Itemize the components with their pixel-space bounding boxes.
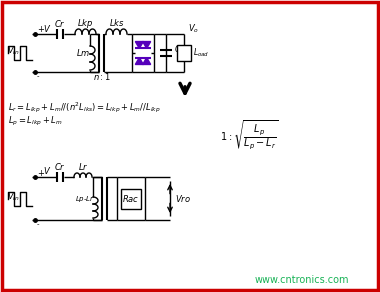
Text: $C_{out}$: $C_{out}$ (174, 44, 190, 56)
Text: +: + (37, 25, 44, 34)
Text: $Lm$: $Lm$ (76, 48, 90, 58)
Polygon shape (142, 58, 150, 65)
Text: $Cr$: $Cr$ (54, 18, 66, 29)
Text: $V$: $V$ (43, 22, 51, 34)
Text: $Rac$: $Rac$ (122, 193, 140, 204)
Text: $L_p = L_{lkp} + L_m$: $L_p = L_{lkp} + L_m$ (8, 114, 63, 128)
Text: $Vro$: $Vro$ (175, 193, 191, 204)
Text: $1:\sqrt{\dfrac{L_p}{L_p-L_r}}$: $1:\sqrt{\dfrac{L_p}{L_p-L_r}}$ (220, 118, 279, 152)
Polygon shape (135, 58, 143, 65)
Text: $Lp$-$Lr$: $Lp$-$Lr$ (75, 194, 95, 204)
Text: $n:1$: $n:1$ (93, 71, 111, 82)
Text: -: - (37, 73, 40, 79)
Text: $V$: $V$ (43, 166, 51, 176)
Text: $V_{in}$: $V_{in}$ (7, 190, 20, 203)
Text: $Lr$: $Lr$ (78, 161, 88, 172)
Text: +: + (37, 168, 44, 178)
Text: $V_{in}$: $V_{in}$ (7, 45, 20, 57)
Text: $L_{oad}$: $L_{oad}$ (193, 47, 209, 59)
Text: www.cntronics.com: www.cntronics.com (255, 275, 350, 285)
Bar (121, 189, 141, 208)
Text: $L_r = L_{lkp} + L_m //(n^2 L_{lks}) = L_{lkp} + L_m // L_{lkp}$: $L_r = L_{lkp} + L_m //(n^2 L_{lks}) = L… (8, 101, 161, 115)
Bar (177, 45, 191, 61)
Text: $Lks$: $Lks$ (109, 17, 124, 28)
Text: -: - (37, 221, 40, 227)
Text: $Cr$: $Cr$ (54, 161, 66, 172)
Polygon shape (135, 41, 143, 48)
Text: $V_o$: $V_o$ (188, 23, 199, 35)
Polygon shape (142, 41, 150, 48)
Text: $Lkp$: $Lkp$ (77, 17, 94, 30)
